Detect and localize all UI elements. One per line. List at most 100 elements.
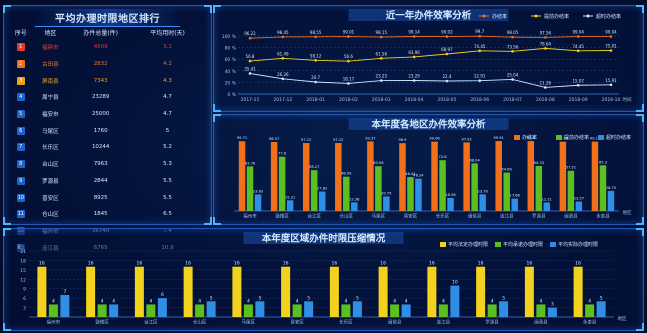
bar-2 (255, 301, 265, 317)
data-point (248, 36, 252, 40)
table-row[interactable]: 2 古田县 2832 4.2 (8, 56, 201, 73)
data-point (412, 35, 416, 38)
table-row[interactable]: 8 台山区 7963 5.3 (8, 156, 201, 173)
region-avg: 4.2 (134, 56, 201, 73)
y-tick-label: 60 % (225, 57, 237, 63)
table-row[interactable]: 5 福安市 25000 4.7 (8, 106, 201, 123)
table-row[interactable]: 11 仓山区 1845 6.5 (8, 206, 201, 223)
region-name: 晋安区 (34, 189, 68, 206)
x-tick-label: 福州市 (243, 213, 257, 220)
bar-0 (527, 141, 535, 211)
legend-swatch (550, 242, 556, 247)
region-count: 4509 (67, 39, 134, 56)
data-point (511, 35, 514, 39)
series-line-2 (249, 73, 612, 88)
data-point (314, 58, 317, 62)
region-count: 2844 (67, 173, 134, 190)
table-row[interactable]: 3 屏南县 7343 4.3 (8, 72, 201, 89)
data-label: 74.45 (572, 44, 584, 49)
bar-2 (547, 307, 557, 317)
bar-0 (329, 266, 339, 317)
x-tick-label: 2018-03 (372, 97, 391, 103)
bar-value-label: 7 (63, 289, 66, 295)
bar-2 (206, 301, 216, 317)
bar-value-label: 5 (258, 295, 261, 301)
title-banner (348, 118, 509, 130)
table-row[interactable]: 4 周宁县 23289 4.7 (8, 89, 201, 106)
bar-0 (270, 142, 278, 211)
data-point (544, 47, 547, 50)
data-label: 15.91 (605, 78, 617, 83)
bar-2 (575, 201, 583, 211)
legend-marker (482, 14, 486, 18)
bar-2 (109, 304, 119, 317)
bar-value-label: 15.31 (285, 195, 295, 199)
region-name-text: 晋安区 (42, 195, 59, 202)
x-tick-label: 罗源县 (532, 213, 546, 220)
data-label: 97.56 (540, 30, 552, 35)
data-label: 61.56 (376, 51, 388, 56)
region-avg-text: 5.2 (163, 144, 172, 151)
region-name-text: 长乐区 (42, 145, 59, 152)
x-axis-label: 地区 (618, 315, 627, 322)
x-tick-label: 台江区 (144, 319, 158, 326)
corner-decoration (636, 114, 644, 122)
region-avg-text: 5.5 (163, 194, 172, 201)
table-row[interactable]: 6 马尾区 1760 5 (8, 122, 201, 139)
region-count: 8925 (67, 189, 134, 206)
data-label: 98.15 (376, 30, 388, 35)
col-header-region: 地区 (44, 30, 57, 37)
x-tick-label: 2018-07 (503, 97, 522, 103)
region-avg: 5 (134, 122, 201, 139)
bar-value-label: 4 (588, 298, 591, 304)
rank-number: 11 (8, 206, 34, 223)
rank-number: 3 (8, 72, 34, 89)
x-tick-label: 长乐区 (339, 319, 353, 326)
table-row[interactable]: 1 福鼎市 4509 3.1 (8, 39, 201, 56)
table-row[interactable]: 7 长乐区 10244 5.2 (8, 139, 201, 156)
bar-1 (407, 177, 414, 211)
bar-value-label: 4 (247, 298, 250, 304)
region-count-text: 7343 (93, 77, 108, 84)
bar-2 (447, 198, 454, 211)
bar-1 (310, 170, 318, 211)
bar-value-label: 16 (575, 261, 581, 267)
data-label: 99.7 (475, 29, 484, 34)
rank-number-text: 6 (16, 126, 25, 135)
line-chart-panel: 近一年办件效率分析 0 % 20 % 40 % 60 % 80 % 100 % 2017-11… (213, 5, 644, 112)
bar-1 (471, 163, 478, 211)
rank-number-text: 10 (16, 193, 25, 202)
legend-marker (534, 14, 538, 18)
series-line-1 (249, 47, 612, 62)
bar-1 (438, 304, 448, 317)
region-avg: 5.5 (134, 173, 201, 190)
rank-number: 1 (8, 39, 34, 56)
bar-value-label: 13.57 (574, 197, 584, 201)
data-point (544, 36, 547, 39)
y-tick-label: 0 % (227, 92, 236, 98)
rank-number-text: 4 (16, 93, 25, 102)
bar-value-label: 98.98 (558, 137, 569, 141)
table-row[interactable]: 9 罗源县 2844 5.5 (8, 173, 201, 190)
x-tick-label: 连江县 (437, 319, 451, 326)
chart-title: 近一年办件效率分析 (386, 10, 472, 22)
rank-number: 10 (8, 189, 34, 206)
bar-value-label: 10 (452, 280, 458, 286)
data-label: 99.04 (605, 30, 617, 35)
bar-value-label: 16 (478, 261, 484, 267)
data-point (379, 56, 383, 60)
data-point (314, 35, 317, 39)
corner-decoration (636, 228, 644, 236)
bar-0 (573, 266, 583, 317)
region-name-text: 周宁县 (42, 95, 59, 102)
corner-decoration (213, 5, 221, 13)
data-point (347, 82, 350, 85)
data-label: 99.04 (572, 30, 584, 35)
bar-value-label: 4 (149, 298, 152, 304)
bar-0 (476, 266, 486, 317)
bar-1 (585, 304, 595, 317)
region-avg-text: 4.7 (163, 94, 172, 101)
bar-value-label: 5 (307, 295, 310, 301)
bar-value-label: 28.75 (606, 186, 616, 190)
table-row[interactable]: 10 晋安区 8925 5.5 (8, 189, 201, 206)
